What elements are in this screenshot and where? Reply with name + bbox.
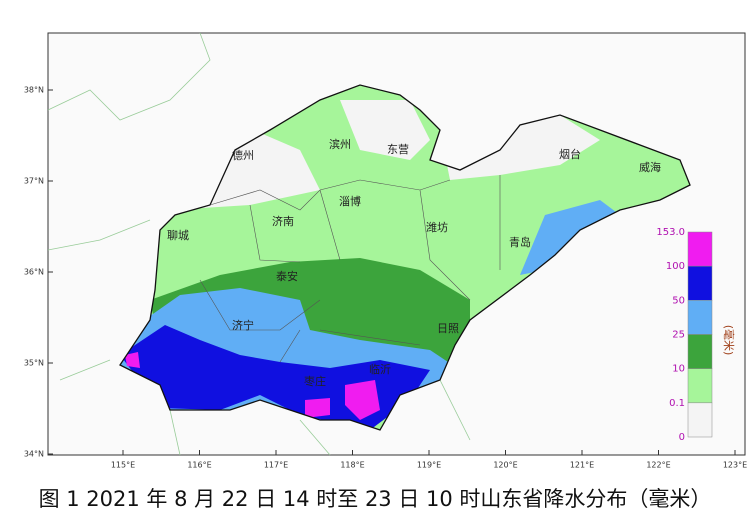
coordinate-ticks: 38°N 37°N 36°N 35°N 34°N 115°E 116°E 117°E 118°E…: [24, 86, 747, 470]
city-label: 枣庄: [304, 374, 326, 388]
city-label: 济南: [272, 214, 294, 228]
zone-magenta: [345, 380, 380, 420]
legend-label: 153.0: [656, 227, 685, 238]
city-label: 潍坊: [426, 220, 448, 234]
legend-label: 100: [666, 261, 685, 272]
lon-tick-label: 116°E: [187, 461, 211, 470]
lat-tick-label: 34°N: [24, 450, 44, 459]
city-label: 聊城: [167, 228, 189, 242]
legend-label: 25: [672, 330, 685, 341]
lon-tick-label: 118°E: [340, 461, 364, 470]
city-label: 青岛: [509, 235, 531, 249]
lat-tick-label: 36°N: [24, 268, 44, 277]
legend-label: 0: [679, 432, 685, 443]
legend-swatch: [687, 402, 713, 438]
city-label: 滨州: [329, 137, 351, 151]
zone-light-blue: [520, 200, 620, 275]
zone-white: [340, 100, 430, 160]
lon-tick-label: 120°E: [493, 461, 517, 470]
city-borders: [199, 175, 501, 363]
legend-swatch: [687, 231, 713, 267]
zone-magenta: [125, 352, 140, 368]
lat-tick-label: 38°N: [24, 86, 44, 95]
neighbor-borders: [47, 32, 471, 456]
legend: 153.0 100 50 25 10 0.1 0 (毫米): [656, 227, 736, 443]
legend-label: 10: [672, 364, 685, 375]
city-label: 日照: [437, 322, 459, 335]
city-label: 临沂: [369, 362, 391, 376]
lat-tick-label: 35°N: [24, 359, 44, 368]
legend-label: 50: [672, 295, 685, 306]
lon-tick-label: 115°E: [111, 461, 135, 470]
lon-tick-label: 123°E: [723, 461, 747, 470]
city-label: 威海: [639, 160, 661, 174]
legend-unit: (毫米): [722, 325, 736, 356]
legend-label: 0.1: [669, 398, 685, 409]
legend-swatch: [687, 265, 713, 301]
lat-tick-label: 37°N: [24, 177, 44, 186]
city-label: 德州: [232, 148, 254, 162]
lon-tick-label: 117°E: [264, 461, 288, 470]
legend-swatch: [687, 300, 713, 335]
lon-tick-label: 119°E: [417, 461, 441, 470]
city-label: 东营: [387, 142, 409, 156]
city-label: 济宁: [232, 318, 254, 332]
legend-swatch: [687, 368, 713, 404]
city-label: 烟台: [559, 147, 581, 161]
zone-magenta: [305, 398, 330, 418]
lon-tick-label: 122°E: [646, 461, 670, 470]
caption: 图 1 2021 年 8 月 22 日 14 时至 23 日 10 时山东省降水…: [39, 487, 712, 511]
lon-tick-label: 121°E: [570, 461, 594, 470]
city-label: 淄博: [339, 195, 361, 208]
city-label: 泰安: [276, 269, 298, 283]
legend-swatch: [687, 334, 713, 369]
